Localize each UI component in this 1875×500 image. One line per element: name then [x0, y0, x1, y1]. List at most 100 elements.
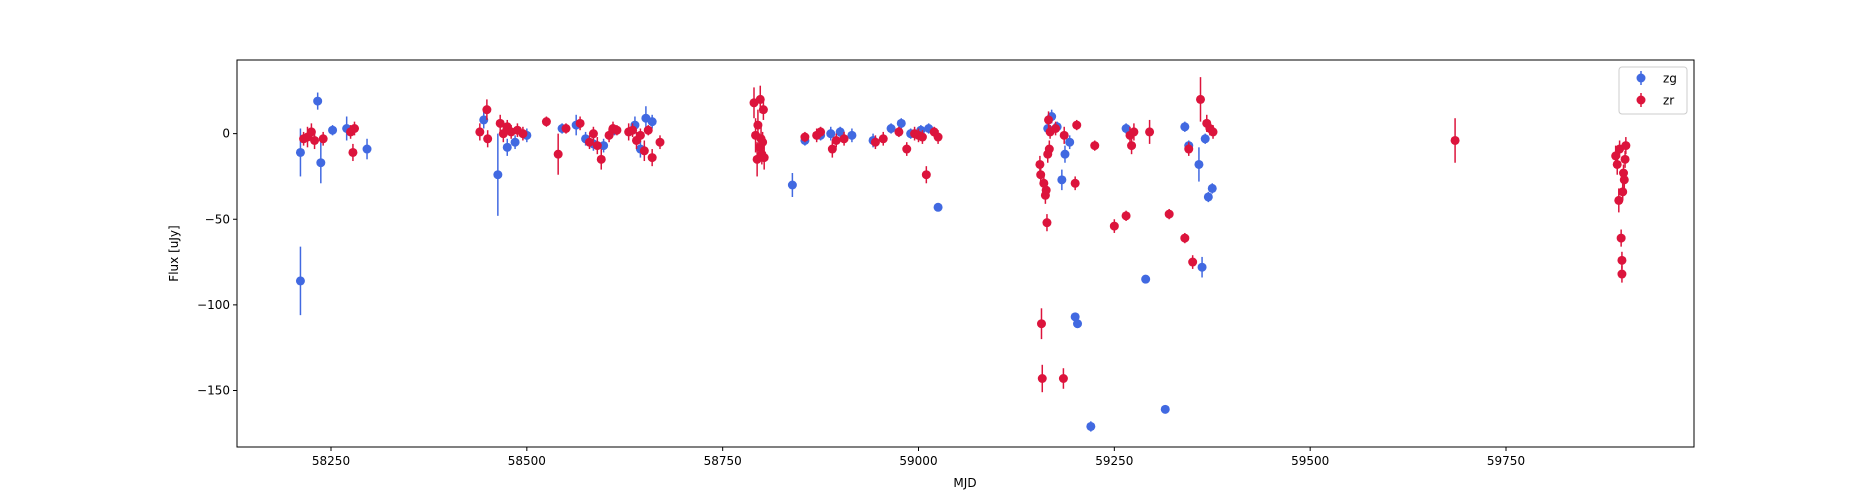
data-point-zr — [758, 105, 768, 115]
data-point-zr — [639, 146, 649, 156]
data-point-zr — [541, 117, 551, 127]
data-point-zg — [1194, 159, 1204, 169]
data-point-zr — [917, 132, 927, 142]
data-point-zg — [328, 125, 338, 135]
data-point-zr — [753, 120, 763, 130]
data-point-zg — [1060, 149, 1070, 159]
data-layer — [295, 77, 1631, 432]
data-point-zr — [1121, 211, 1131, 221]
data-point-zg — [1141, 274, 1151, 284]
data-point-zr — [816, 127, 826, 137]
data-point-zr — [1617, 269, 1627, 279]
data-point-zr — [561, 123, 571, 133]
data-point-zr — [1051, 123, 1061, 133]
data-point-zr — [1164, 209, 1174, 219]
data-point-zr — [1127, 141, 1137, 151]
data-point-zr — [1058, 374, 1068, 384]
data-point-zg — [1180, 122, 1190, 132]
data-point-zg — [295, 276, 305, 286]
data-point-zr — [518, 129, 528, 139]
data-point-zr — [933, 132, 943, 142]
data-point-zr — [1037, 374, 1047, 384]
data-point-zr — [655, 137, 665, 147]
x-tick-label: 58500 — [508, 454, 546, 468]
data-point-zr — [553, 149, 563, 159]
data-point-zr — [643, 125, 653, 135]
data-point-zr — [596, 154, 606, 164]
data-point-zr — [839, 134, 849, 144]
data-point-zg — [647, 117, 657, 127]
data-point-zr — [635, 130, 645, 140]
y-tick-label: 0 — [222, 127, 230, 141]
data-point-zg — [479, 115, 489, 125]
data-point-zr — [1070, 178, 1080, 188]
data-point-zg — [493, 170, 503, 180]
data-point-zr — [612, 125, 622, 135]
data-point-zr — [921, 170, 931, 180]
series-zr — [299, 77, 1631, 393]
data-point-zr — [800, 132, 810, 142]
data-point-zr — [902, 144, 912, 154]
data-point-zr — [1621, 141, 1631, 151]
legend-label-zg: zg — [1663, 72, 1677, 86]
data-point-zr — [588, 129, 598, 139]
data-point-zr — [482, 105, 492, 115]
data-point-zr — [1614, 195, 1624, 205]
data-point-zr — [1036, 170, 1046, 180]
x-tick-label: 58750 — [704, 454, 742, 468]
data-point-zr — [827, 144, 837, 154]
data-point-zr — [1129, 127, 1139, 137]
x-tick-label: 59750 — [1487, 454, 1525, 468]
data-point-zg — [599, 141, 609, 151]
data-point-zr — [1042, 218, 1052, 228]
data-point-zg — [1057, 175, 1067, 185]
data-point-zr — [318, 134, 328, 144]
data-point-zg — [896, 118, 906, 128]
data-point-zr — [1041, 185, 1051, 195]
plot-frame — [236, 59, 1695, 448]
x-tick-label: 59250 — [1095, 454, 1133, 468]
data-point-zr — [483, 134, 493, 144]
data-point-zg — [1160, 404, 1170, 414]
data-point-zg — [1203, 192, 1213, 202]
legend-marker-zr — [1636, 95, 1646, 105]
data-point-zg — [1065, 137, 1075, 147]
data-point-zr — [1059, 130, 1069, 140]
data-point-zr — [1109, 221, 1119, 231]
data-point-zr — [604, 130, 614, 140]
data-point-zr — [870, 137, 880, 147]
data-point-zr — [628, 125, 638, 135]
data-point-zg — [886, 123, 896, 133]
data-point-zr — [1620, 154, 1630, 164]
data-point-zg — [1073, 319, 1083, 329]
data-point-zr — [585, 137, 594, 147]
data-point-zr — [575, 118, 585, 128]
data-point-zg — [1197, 262, 1207, 272]
data-point-zr — [1208, 127, 1218, 137]
y-tick-label: −50 — [205, 212, 230, 226]
data-point-zr — [1612, 159, 1622, 169]
data-point-zr — [894, 127, 904, 137]
x-axis-label: MJD — [953, 476, 976, 490]
data-point-zr — [1035, 159, 1045, 169]
data-point-zg — [295, 147, 305, 157]
data-point-zr — [498, 129, 508, 139]
legend: zg zr — [1618, 66, 1688, 115]
data-point-zg — [787, 180, 797, 190]
data-point-zr — [878, 134, 888, 144]
data-point-zr — [306, 127, 316, 137]
data-point-zg — [502, 142, 512, 152]
data-point-zr — [495, 118, 505, 128]
data-point-zr — [1618, 187, 1628, 197]
data-point-zr — [348, 147, 358, 157]
data-point-zg — [1121, 123, 1131, 133]
legend-entry-zg: zg — [1636, 71, 1677, 86]
data-point-zg — [510, 137, 520, 147]
data-point-zr — [1188, 257, 1198, 267]
data-point-zg — [1207, 183, 1217, 193]
data-point-zg — [1070, 312, 1080, 322]
data-point-zr — [1036, 319, 1046, 329]
data-point-zg — [362, 144, 372, 154]
y-axis-label: Flux [uJy] — [167, 225, 181, 281]
